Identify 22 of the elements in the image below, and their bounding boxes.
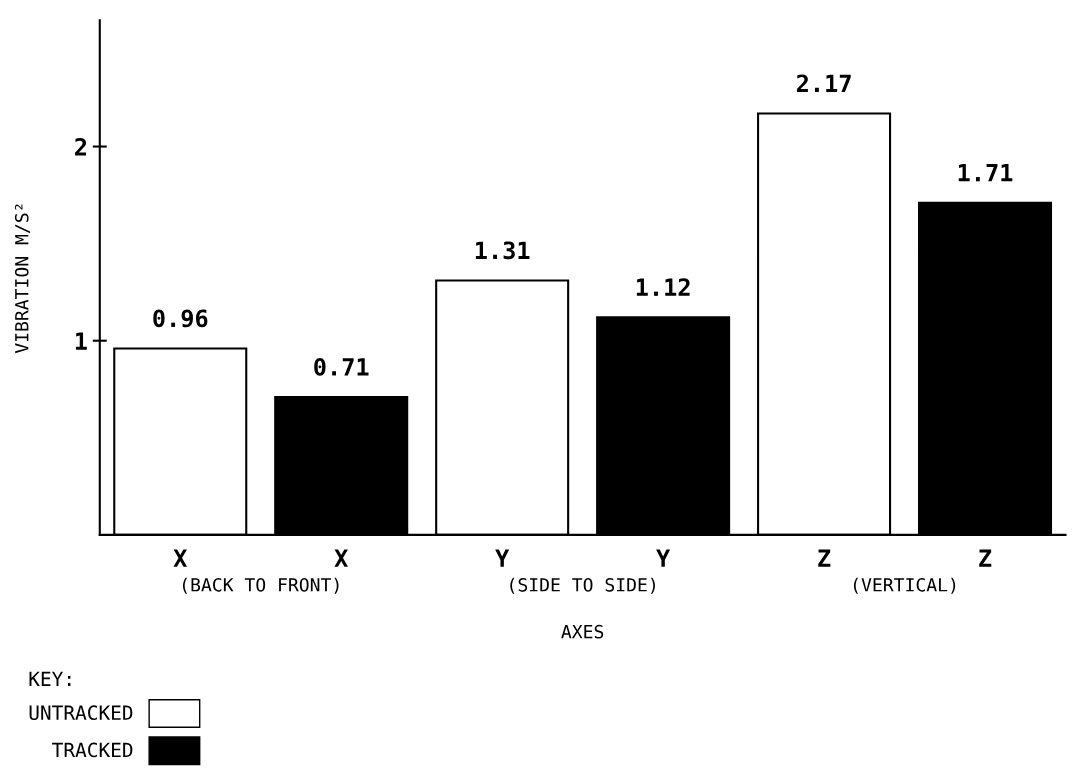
legend-label: TRACKED [52,742,133,758]
text: (VERTICAL) [853,577,956,594]
data-label: 1.12 [636,278,690,296]
data-label: 0.71 [314,357,369,376]
data-label: 1.71 [958,164,1013,182]
legend-label: UNTRACKED [29,705,133,721]
x-tick-label: Y [656,549,671,567]
data-label: 1.31 [475,241,530,260]
x-axis-title: AXES [561,624,604,639]
data-label: 2.17 [796,74,851,92]
x-tick-label: Y [495,549,510,567]
x-tick-label: Z [979,549,992,567]
x-tick-label: Z [818,549,831,567]
y-tick-label: 2 [75,137,87,156]
text: (BACK TO FRONT) [182,577,339,594]
data-label: 0.96 [153,309,208,328]
y-axis-title: VIBRATION M/S² [14,204,31,354]
x-tick-label: X [334,549,349,567]
legend-title: KEY: [29,671,71,686]
x-tick-label: X [173,549,188,567]
y-tick-label: 1 [75,332,87,350]
text: (SIDE TO SIDE) [510,577,655,594]
